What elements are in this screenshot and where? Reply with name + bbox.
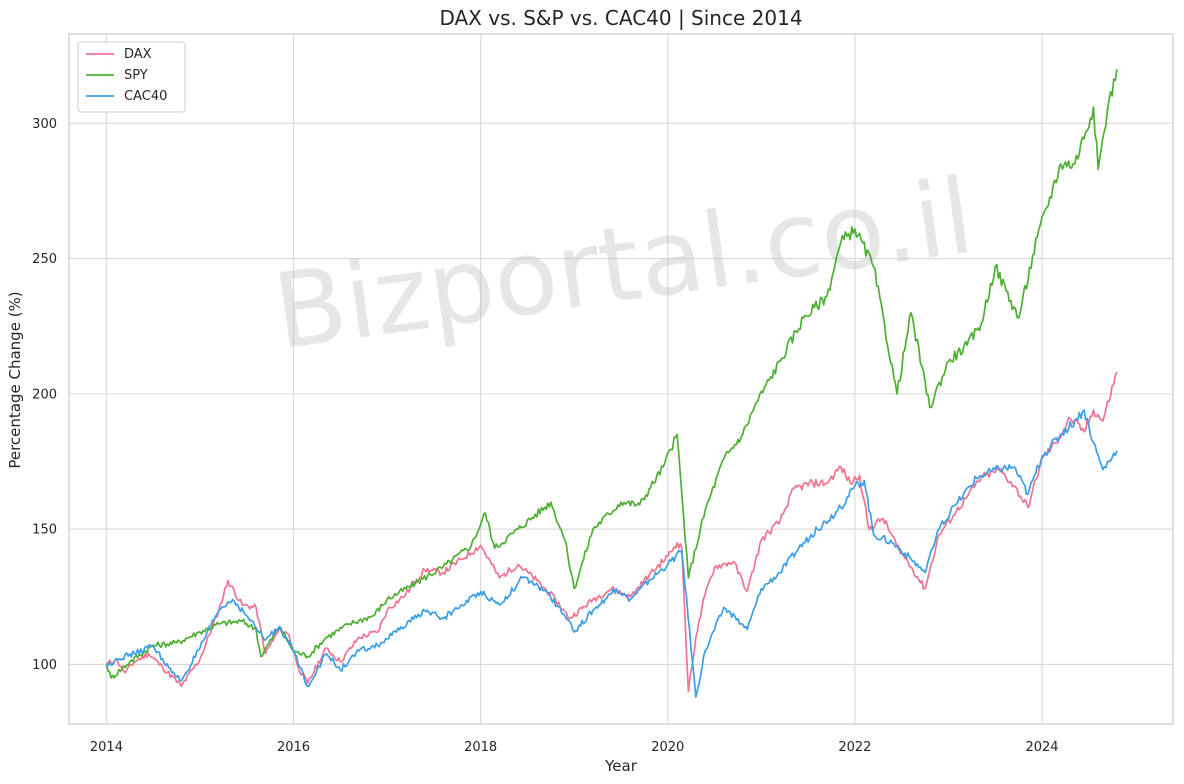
y-tick-label-250: 250: [32, 252, 57, 267]
gridlines: [69, 34, 1173, 724]
x-tick-label-2018: 2018: [464, 740, 497, 755]
x-tick-labels: 2014 2016 2018 2020 2022 2024: [90, 740, 1059, 755]
y-tick-label-150: 150: [32, 523, 57, 538]
chart-title: DAX vs. S&P vs. CAC40 | Since 2014: [439, 6, 802, 30]
legend: DAX SPY CAC40: [77, 41, 186, 113]
legend-label-spy: SPY: [124, 68, 148, 83]
y-axis-label: Percentage Change (%): [6, 291, 24, 468]
legend-label-cac40: CAC40: [124, 89, 167, 104]
legend-label-dax: DAX: [124, 47, 152, 62]
y-tick-label-100: 100: [32, 658, 57, 673]
y-tick-label-300: 300: [32, 117, 57, 132]
series-line-cac40: [105, 409, 1118, 698]
x-tick-label-2022: 2022: [838, 740, 871, 755]
y-tick-labels: 100 150 200 250 300: [32, 117, 57, 673]
y-tick-label-200: 200: [32, 387, 57, 402]
x-tick-label-2024: 2024: [1025, 740, 1058, 755]
series-line-spy: [105, 69, 1118, 679]
series-lines: [105, 69, 1118, 698]
x-tick-label-2020: 2020: [651, 740, 684, 755]
x-axis-label: Year: [604, 757, 638, 775]
plot-frame: [68, 33, 1174, 725]
x-tick-label-2016: 2016: [277, 740, 310, 755]
x-tick-label-2014: 2014: [90, 740, 123, 755]
legend-box: [77, 41, 186, 113]
